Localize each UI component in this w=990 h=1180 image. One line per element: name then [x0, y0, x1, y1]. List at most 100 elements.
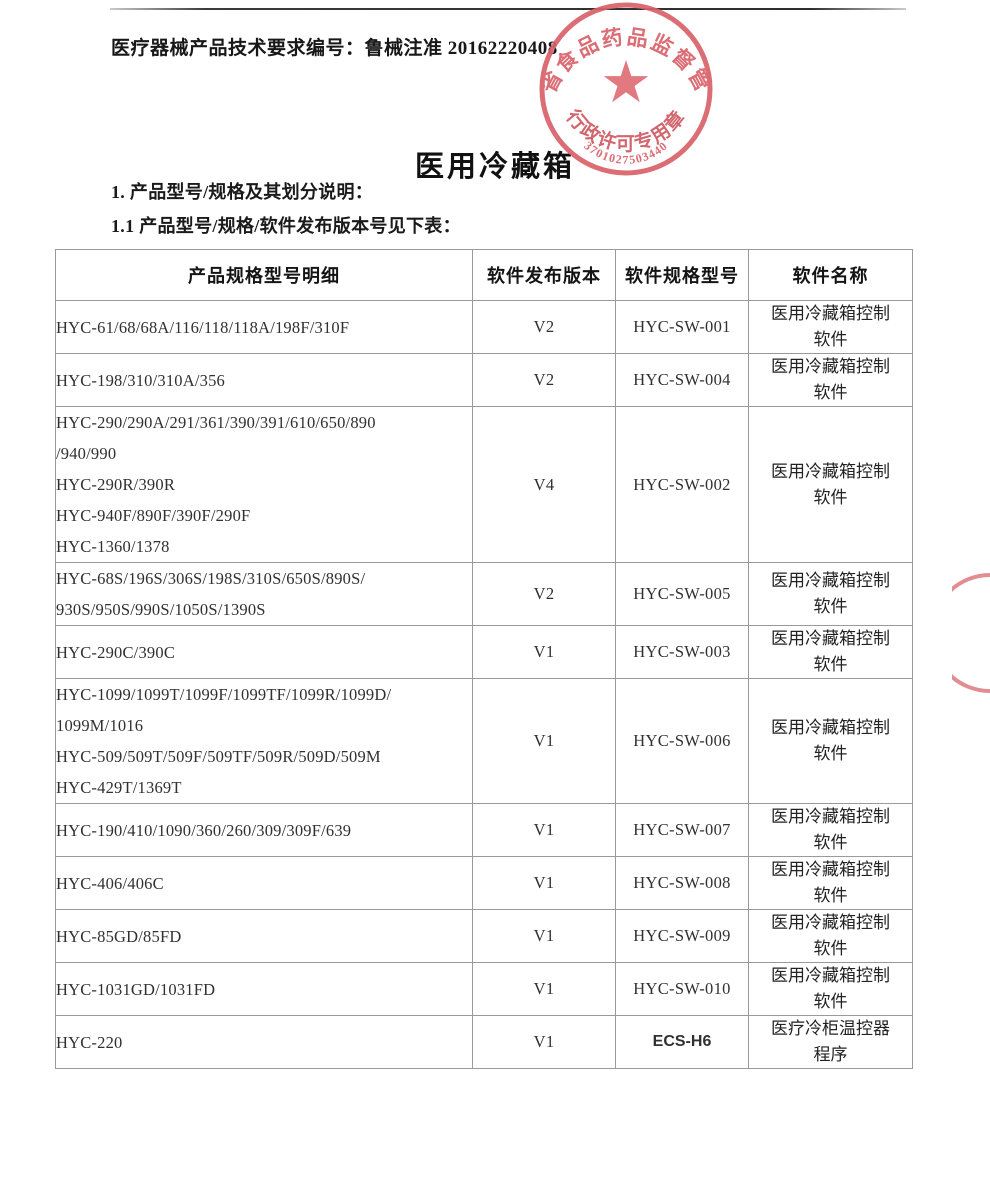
software-name-line: 软件 [813, 655, 848, 674]
software-name-line: 软件 [813, 597, 848, 616]
cell-product-models: HYC-85GD/85FD [55, 909, 473, 963]
cell-product-models: HYC-220 [55, 1015, 473, 1069]
software-name-line: 医用冷藏箱控制 [771, 913, 890, 932]
software-name-line: 医用冷藏箱控制 [771, 571, 890, 590]
cell-software-version: V2 [472, 300, 616, 354]
cell-software-version: V1 [472, 678, 616, 804]
cell-software-model: HYC-SW-006 [615, 678, 749, 804]
table-row: HYC-61/68/68A/116/118/118A/198F/310F V2 HY… [55, 300, 913, 354]
software-name-line: 医用冷藏箱控制 [771, 966, 890, 985]
table-row: HYC-198/310/310A/356 V2 HYC-SW-004 医用冷藏箱控制软… [55, 353, 913, 407]
table-row: HYC-1031GD/1031FD V1 HYC-SW-010 医用冷藏箱控制 软件 [55, 962, 913, 1016]
cell-software-model: HYC-SW-010 [615, 962, 749, 1016]
software-name-line: 医用冷藏箱控制 [771, 718, 890, 737]
model-line: HYC-290C/390C [56, 642, 176, 662]
model-line: HYC-68S/196S/306S/198S/310S/650S/890S/ [56, 569, 366, 588]
cell-software-name: 医用冷藏箱控制 软件 [748, 300, 913, 354]
cell-software-version: V1 [472, 856, 616, 910]
cell-product-models: HYC-1031GD/1031FD [55, 962, 473, 1016]
software-name-line: 医用冷藏箱控制 [771, 629, 890, 648]
cell-software-model: ECS-H6 [615, 1015, 749, 1069]
model-line: HYC-198/310/310A/356 [56, 370, 225, 390]
table-row: HYC-290C/390C V1 HYC-SW-003 医用冷藏箱控制 软件 [55, 625, 913, 679]
cell-product-models: HYC-190/410/1090/360/260/309/309F/639 [55, 803, 473, 857]
model-line: /940/990 [56, 444, 117, 463]
model-line: HYC-509/509T/509F/509TF/509R/509D/509M [56, 747, 381, 766]
cell-product-models: HYC-290C/390C [55, 625, 473, 679]
cell-software-version: V1 [472, 909, 616, 963]
header-rule [110, 8, 906, 10]
cell-software-name: 医用冷藏箱控制 软件 [748, 353, 913, 407]
column-header-software-name: 软件名称 [748, 249, 913, 301]
table-row: HYC-85GD/85FD V1 HYC-SW-009 医用冷藏箱控制 软件 [55, 909, 913, 963]
software-name-line: 软件 [813, 383, 848, 402]
software-name-line: 软件 [813, 833, 848, 852]
software-name-line: 医用冷藏箱控制 [771, 461, 890, 481]
table-body: HYC-61/68/68A/116/118/118A/198F/310F V2 HY… [55, 300, 913, 1069]
model-line: HYC-1099/1099T/1099F/1099TF/1099R/1099D/ [56, 685, 392, 704]
cell-software-name: 医用冷藏箱控制 软件 [748, 909, 913, 963]
model-line: HYC-429T/1369T [56, 778, 182, 797]
table-row: HYC-68S/196S/306S/198S/310S/650S/890S/93… [55, 562, 913, 626]
software-name-line: 软件 [813, 992, 848, 1011]
table-header-row: 产品规格型号明细 软件发布版本 软件规格型号 软件名称 [55, 249, 913, 301]
cell-product-models: HYC-68S/196S/306S/198S/310S/650S/890S/93… [55, 562, 473, 626]
software-name-line: 程序 [813, 1045, 848, 1064]
cell-software-version: V1 [472, 625, 616, 679]
cell-software-model: HYC-SW-009 [615, 909, 749, 963]
software-name-line: 医用冷藏箱控制 [771, 860, 890, 879]
cell-software-version: V1 [472, 803, 616, 857]
table-row: HYC-220 V1 ECS-H6 医疗冷柜温控器 程序 [55, 1015, 913, 1069]
table-header: 产品规格型号明细 软件发布版本 软件规格型号 软件名称 [55, 249, 913, 301]
table-row: HYC-290/290A/291/361/390/391/610/650/890… [55, 406, 913, 563]
model-line: HYC-1031GD/1031FD [56, 979, 216, 999]
software-name-line: 医用冷藏箱控制 [771, 357, 890, 376]
seal-arc-text: 山东省食品药品监督管理局 [519, 0, 713, 98]
column-header-product-models: 产品规格型号明细 [55, 249, 473, 301]
cell-product-models: HYC-198/310/310A/356 [55, 353, 473, 407]
table-row: HYC-406/406C V1 HYC-SW-008 医用冷藏箱控制 软件 [55, 856, 913, 910]
cell-product-models: HYC-61/68/68A/116/118/118A/198F/310F [55, 300, 473, 354]
cell-software-model: HYC-SW-003 [615, 625, 749, 679]
model-line: HYC-406/406C [56, 873, 164, 893]
cell-software-model: HYC-SW-004 [615, 353, 749, 407]
cell-software-model: HYC-SW-001 [615, 300, 749, 354]
cell-software-version: V4 [472, 406, 616, 563]
model-line: HYC-220 [56, 1032, 123, 1052]
cell-software-model: HYC-SW-005 [615, 562, 749, 626]
software-name-line: 医用冷藏箱控制 [771, 304, 890, 323]
cell-software-model: HYC-SW-007 [615, 803, 749, 857]
product-spec-table: 产品规格型号明细 软件发布版本 软件规格型号 软件名称 HYC-61/68/68… [55, 249, 913, 1069]
software-name-line: 软件 [813, 886, 848, 905]
column-header-software-version: 软件发布版本 [472, 249, 616, 301]
model-line: 930S/950S/990S/1050S/1390S [56, 600, 266, 619]
cell-software-name: 医用冷藏箱控制 软件 [748, 803, 913, 857]
model-line: 1099M/1016 [56, 716, 144, 735]
model-line: HYC-1360/1378 [56, 537, 170, 556]
cell-software-name: 医用冷藏箱控制 软件 [748, 678, 913, 804]
software-name-line: 软件 [813, 487, 848, 507]
cell-product-models: HYC-1099/1099T/1099F/1099TF/1099R/1099D/… [55, 678, 473, 804]
model-line: HYC-290R/390R [56, 475, 176, 494]
cell-software-name: 医用冷藏箱控制 软件 [748, 856, 913, 910]
cell-software-name: 医用冷藏箱控制 软件 [748, 962, 913, 1016]
cell-software-model: HYC-SW-008 [615, 856, 749, 910]
cell-software-version: V1 [472, 962, 616, 1016]
model-line: HYC-61/68/68A/116/118/118A/198F/310F [56, 317, 350, 337]
cell-software-version: V2 [472, 562, 616, 626]
software-name-line: 软件 [813, 744, 848, 763]
model-line: HYC-190/410/1090/360/260/309/309F/639 [56, 820, 352, 840]
cell-software-model: HYC-SW-002 [615, 406, 749, 563]
software-name-line: 医用冷藏箱控制 [771, 807, 890, 826]
cell-software-name: 医疗冷柜温控器 程序 [748, 1015, 913, 1069]
table-row: HYC-1099/1099T/1099F/1099TF/1099R/1099D/… [55, 678, 913, 804]
partial-seal-stamp-right: 山东省 [952, 565, 990, 700]
cell-product-models: HYC-406/406C [55, 856, 473, 910]
model-line: HYC-940F/890F/390F/290F [56, 506, 251, 525]
cell-software-name: 医用冷藏箱控制 软件 [748, 406, 913, 563]
section-heading-1: 1. 产品型号/规格及其划分说明： [111, 182, 374, 202]
software-name-line: 软件 [813, 939, 848, 958]
cell-software-version: V2 [472, 353, 616, 407]
cell-product-models: HYC-290/290A/291/361/390/391/610/650/890… [55, 406, 473, 563]
